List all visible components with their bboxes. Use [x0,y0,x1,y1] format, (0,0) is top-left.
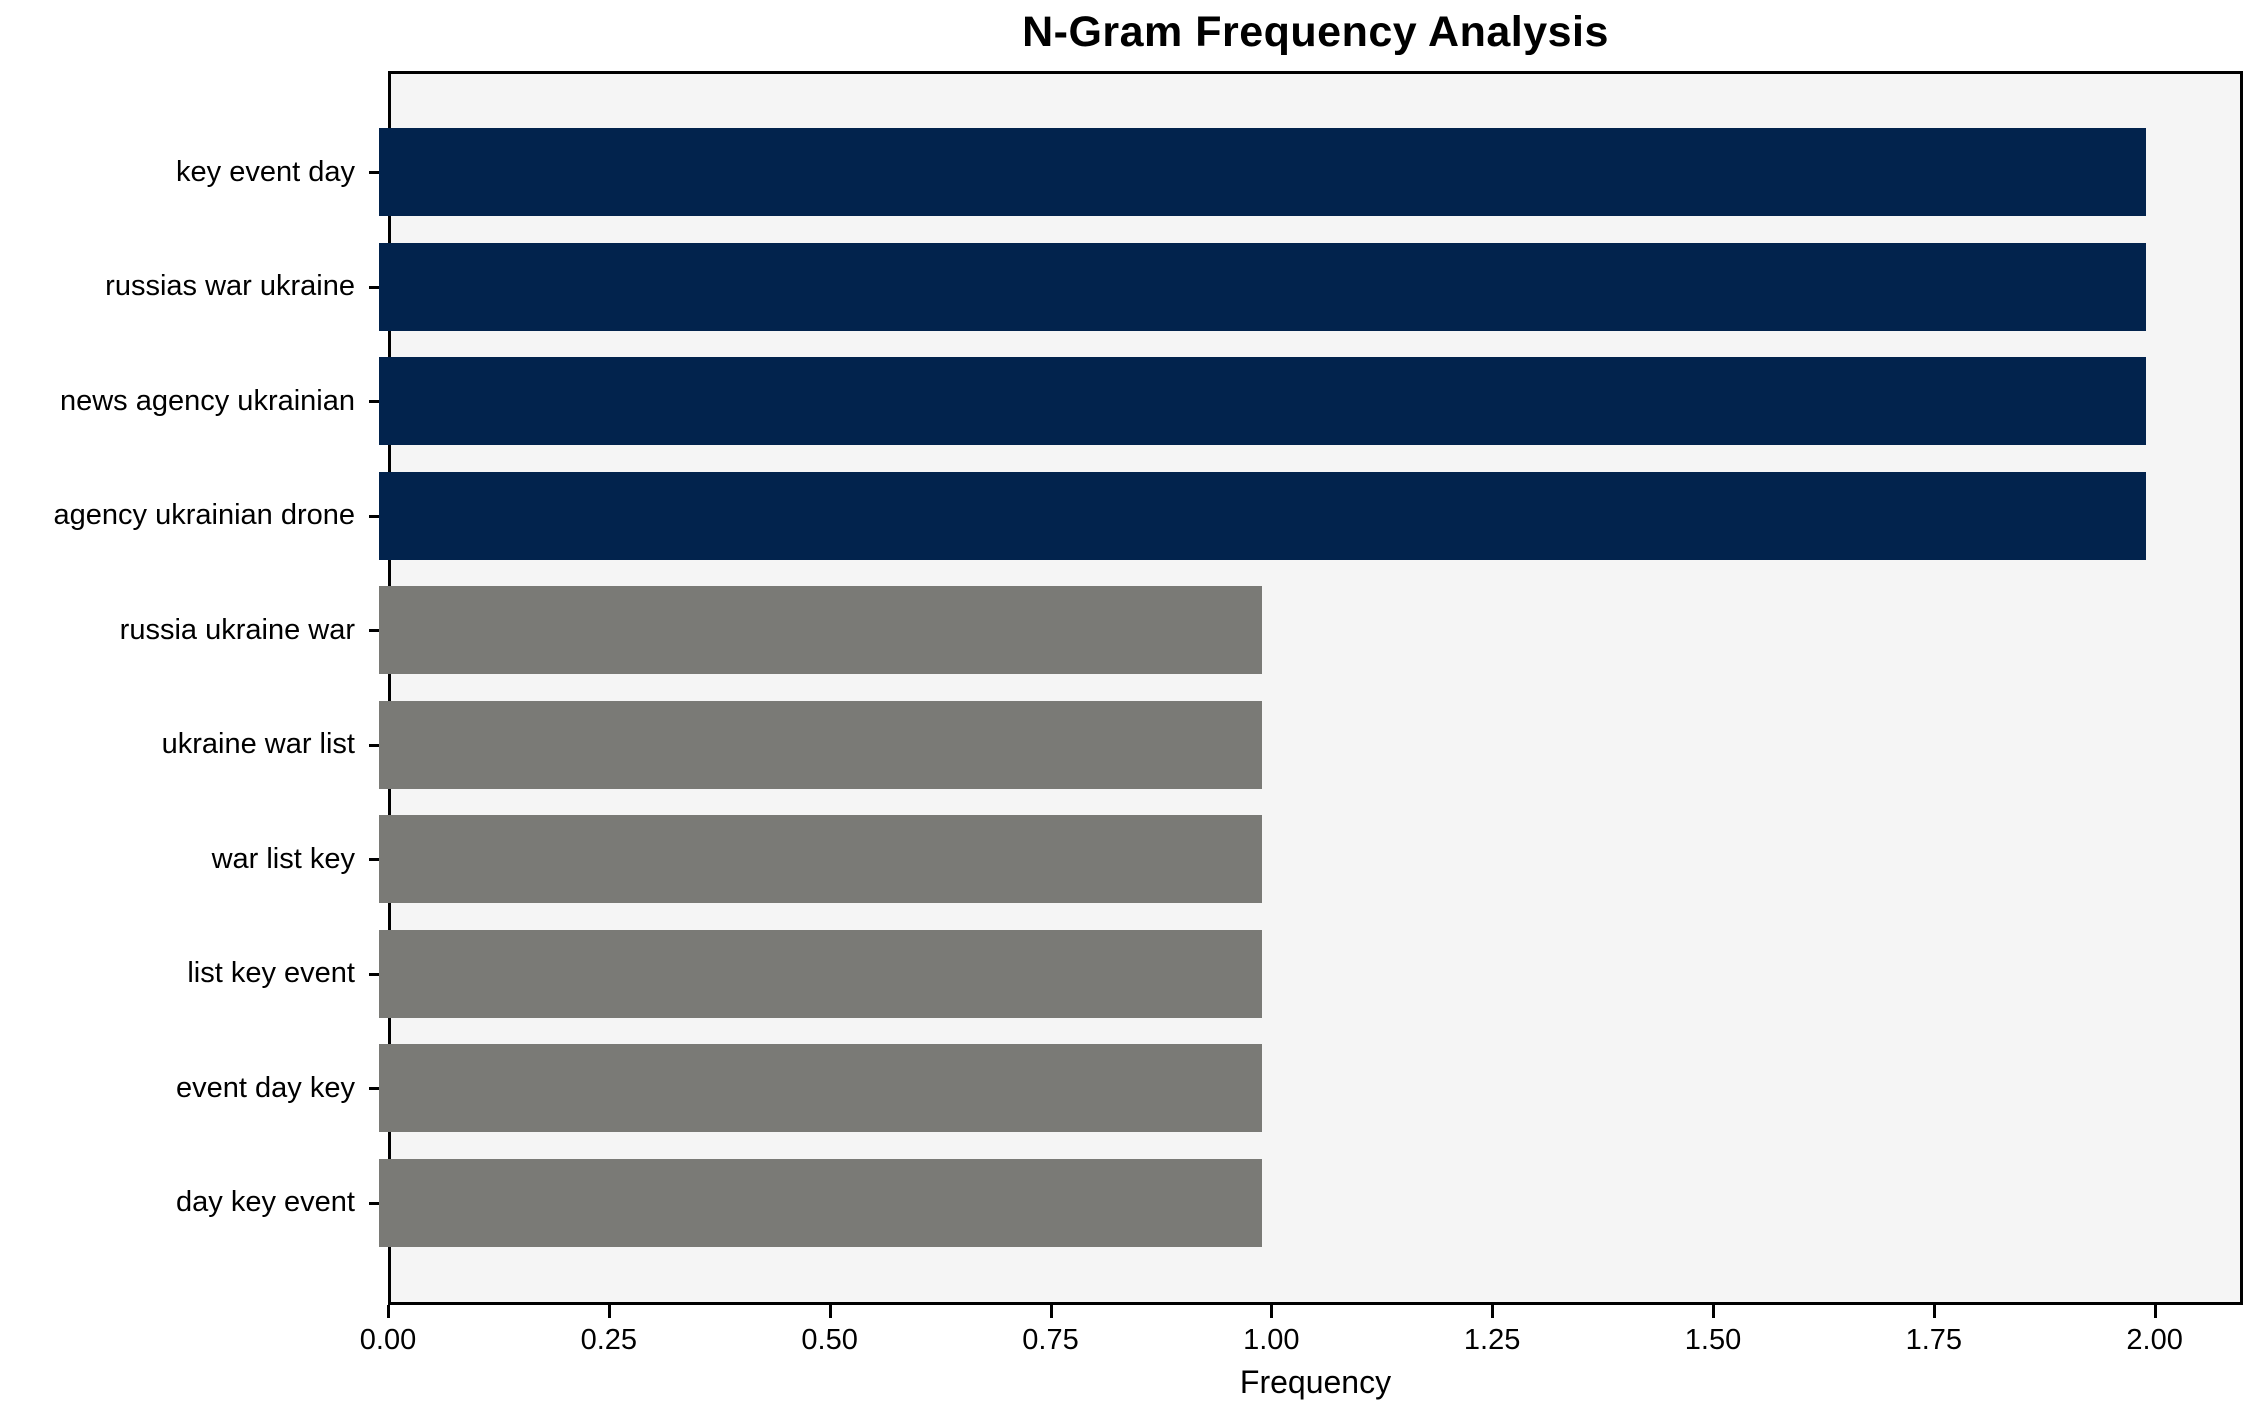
bar [379,128,2146,216]
x-tick-mark [2153,1305,2157,1318]
bar-row: key event day [0,128,2266,216]
y-tick-mark [369,1087,379,1091]
x-tick-label: 1.50 [1684,1324,1742,1356]
y-tick-mark [369,743,379,747]
x-tick-mark [1932,1305,1936,1318]
bar-track [379,929,2234,1018]
y-tick-label: key event day [0,156,379,189]
bar-track [379,700,2234,789]
bar-row: ukraine war list [0,700,2266,789]
bar-row: russia ukraine war [0,586,2266,675]
x-tick-label: 0.50 [801,1324,858,1356]
y-tick-label: event day key [0,1072,379,1105]
x-tick-label: 0.75 [1022,1324,1079,1356]
bar-row: agency ukrainian drone [0,471,2266,560]
x-tick-mark [1712,1305,1715,1318]
bar-row: day key event [0,1158,2266,1247]
x-tick-mark [1270,1305,1274,1318]
x-tick-mark [828,1305,832,1318]
y-tick-label: news agency ukrainian [0,385,379,418]
y-tick-label: list key event [0,957,379,990]
y-tick-label: russia ukraine war [0,614,379,647]
x-tick-label: 1.75 [1905,1324,1963,1356]
bar [379,700,1263,789]
bar-track [379,1158,2234,1247]
y-tick-mark [369,171,379,174]
bar-row: news agency ukrainian [0,357,2266,446]
y-tick-mark [369,514,379,518]
x-tick-label: 1.25 [1463,1324,1521,1356]
bar-track [379,815,2234,904]
bar-rows: key event day russias war ukraine news age… [0,71,2266,1305]
x-tick-label: 1.00 [1243,1324,1300,1356]
y-tick-label: ukraine war list [0,728,379,761]
y-tick-label: day key event [0,1186,379,1219]
x-tick-mark [1049,1305,1053,1318]
y-tick-label: russias war ukraine [0,270,379,303]
x-tick-label: 0.00 [359,1324,417,1356]
bar-track [379,586,2234,675]
bar-row: list key event [0,929,2266,1018]
y-tick-mark [369,858,379,862]
bar-track [379,1044,2234,1133]
bar [379,357,2146,446]
bar-row: event day key [0,1044,2266,1133]
y-tick-label: agency ukrainian drone [0,499,379,532]
bar-row: russias war ukraine [0,242,2266,331]
bar-track [379,471,2234,560]
bar-track [379,128,2234,216]
bar [379,1158,1263,1247]
bar-track [379,357,2234,446]
x-tick-label: 2.00 [2126,1324,2183,1356]
y-tick-mark [369,400,379,404]
y-tick-mark [369,629,379,633]
bar-track [379,242,2234,331]
bar-row: war list key [0,815,2266,904]
x-tick-mark [387,1305,390,1318]
bar [379,242,2146,331]
y-tick-mark [369,972,379,976]
y-tick-mark [369,285,379,289]
x-tick-mark [607,1305,611,1318]
y-tick-label: war list key [0,843,379,876]
bar [379,929,1263,1018]
bar [379,1044,1263,1133]
bar [379,586,1263,675]
bar [379,471,2146,560]
x-axis-title: Frequency [1239,1364,1392,1400]
x-tick-label: 0.25 [580,1324,638,1356]
y-tick-mark [369,1201,379,1205]
x-tick-mark [1491,1305,1495,1318]
bar [379,815,1263,904]
chart-title: N-Gram Frequency Analysis [1022,8,1609,56]
